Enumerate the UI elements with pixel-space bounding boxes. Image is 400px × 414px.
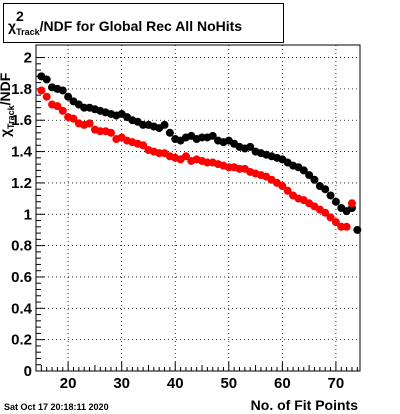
data-point: [283, 186, 292, 195]
data-point: [331, 197, 340, 206]
series-0: [37, 72, 362, 234]
data-point: [347, 199, 356, 208]
data-point: [160, 120, 169, 129]
data-point: [321, 185, 330, 194]
data-point: [58, 106, 67, 115]
data-point: [326, 213, 335, 222]
data-point: [64, 92, 73, 101]
y-tick-label: 1.4: [11, 144, 33, 161]
y-tick-label: 0.2: [11, 332, 32, 349]
data-point: [321, 208, 330, 217]
data-point: [85, 119, 94, 128]
svg-text:χTrack/NDF: χTrack/NDF: [0, 72, 16, 137]
x-tick-label: 20: [60, 375, 77, 392]
y-tick-label: 0.8: [11, 238, 32, 255]
y-axis-title-sup: 2: [0, 129, 2, 137]
data-point: [305, 171, 314, 180]
data-point: [139, 141, 148, 150]
data-point: [42, 75, 51, 84]
y-tick-label: 1: [24, 206, 32, 223]
data-point: [58, 86, 67, 95]
data-point: [331, 218, 340, 227]
y-axis-title-sub: Track: [6, 104, 16, 129]
data-point: [69, 114, 78, 123]
chart-title-sup: 2: [16, 8, 24, 24]
data-point: [53, 102, 62, 111]
data-point: [353, 225, 362, 234]
series-1: [37, 86, 356, 231]
x-tick-label: 30: [113, 375, 130, 392]
chart-title-sub: Track: [16, 27, 41, 37]
chart-title: χTrack/NDF for Global Rec All NoHits: [8, 18, 242, 37]
chart-title-chi: χ: [8, 18, 16, 34]
timestamp: Sat Oct 17 20:18:11 2020: [4, 402, 109, 412]
chart-title-rest: /NDF for Global Rec All NoHits: [40, 18, 243, 34]
data-point: [106, 128, 115, 137]
y-tick-label: 1.6: [11, 112, 32, 129]
data-point: [208, 131, 217, 140]
data-point: [278, 182, 287, 191]
y-axis-title-chi: χ: [0, 129, 13, 137]
y-axis-title-rest: /NDF: [0, 72, 13, 105]
data-points: [37, 72, 362, 234]
y-axis-title: χTrack/NDF 2: [0, 72, 16, 137]
y-tick-label: 0.4: [11, 300, 33, 317]
data-point: [246, 142, 255, 151]
x-tick-label: 60: [274, 375, 291, 392]
y-tick-label: 1.8: [11, 81, 32, 98]
y-tick-label: 0.6: [11, 269, 32, 286]
axes: 20 30 40 50 60 70 0 0.2 0.4 0.6 0.8 1 1.2 1.4 1.6 1.8 2: [11, 50, 358, 392]
y-tick-label: 2: [24, 50, 32, 67]
x-axis-title: No. of Fit Points: [251, 397, 359, 413]
chart-title-box: χTrack/NDF for Global Rec All NoHits 2: [3, 3, 284, 43]
data-point: [299, 166, 308, 175]
data-point: [342, 222, 351, 231]
x-tick-label: 70: [328, 375, 345, 392]
data-point: [165, 128, 174, 137]
data-point: [310, 175, 319, 184]
x-tick-label: 40: [167, 375, 184, 392]
data-point: [42, 92, 51, 101]
y-tick-label: 1.2: [11, 175, 32, 192]
data-point: [37, 86, 46, 95]
data-point: [326, 191, 335, 200]
x-tick-label: 50: [220, 375, 237, 392]
y-tick-label: 0: [24, 363, 32, 380]
data-point: [181, 152, 190, 161]
